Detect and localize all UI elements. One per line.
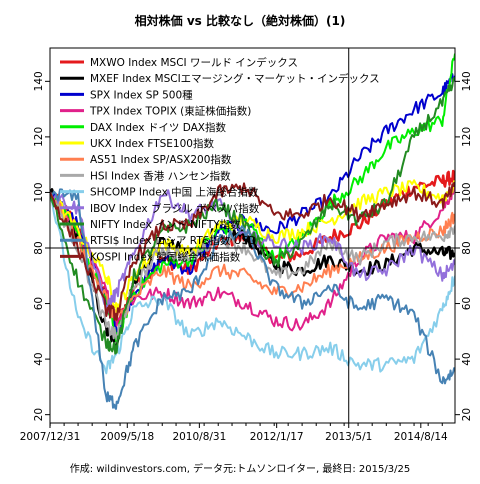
x-tick-label: 2013/5/1 <box>325 431 372 443</box>
legend-label: SHCOMP Index 中国 上海総合指数 <box>90 186 259 199</box>
legend-label: AS51 Index SP/ASX200指数 <box>90 153 232 166</box>
series-line <box>50 188 455 410</box>
plot-frame <box>49 47 456 424</box>
y-axis-left: 20 40 60 80 100 120 140 <box>33 71 50 421</box>
x-tick-label: 2010/8/31 <box>172 431 226 443</box>
legend: MXWO Index MSCI ワールド インデックス MXEF Index MS… <box>60 56 380 263</box>
legend-label: MXWO Index MSCI ワールド インデックス <box>90 56 298 69</box>
x-tick-label: 2014/8/14 <box>394 431 448 443</box>
chart-footer: 作成: wildinvestors.com, データ元:トムソンロイター, 最終… <box>70 462 410 475</box>
y-tick-label-left: 20 <box>33 408 45 421</box>
legend-label: DAX Index ドイツ DAX指数 <box>90 121 226 134</box>
y-tick-label-right: 140 <box>461 71 473 91</box>
y-tick-label-right: 100 <box>461 182 473 202</box>
y-tick-label-right: 80 <box>461 241 473 254</box>
y-tick-label-right: 20 <box>461 408 473 421</box>
legend-label: KOSPI Index 韓国総合株価指数 <box>90 250 241 263</box>
x-tick-label: 2009/5/18 <box>100 431 154 443</box>
legend-label: NIFTY Index インド NIFTY指数 <box>90 218 241 231</box>
y-tick-label-left: 60 <box>33 297 45 310</box>
legend-label: UKX Index FTSE100指数 <box>90 137 214 150</box>
y-tick-label-left: 80 <box>33 241 45 254</box>
legend-label: TPX Index TOPIX (東証株価指数) <box>89 105 251 118</box>
legend-label: RTSI$ Index ロシア RTS指数 USD <box>90 234 256 247</box>
y-tick-label-left: 120 <box>33 127 45 147</box>
legend-label: MXEF Index MSCIエマージング・マーケット・インデックス <box>90 72 380 85</box>
y-axis-right: 20 40 60 80 100 120 140 <box>455 71 473 421</box>
y-tick-label-right: 120 <box>461 127 473 147</box>
y-tick-label-left: 140 <box>33 71 45 91</box>
legend-label: HSI Index 香港 ハンセン指数 <box>90 169 231 182</box>
legend-label: IBOV Index ブラジル ボベスパ指数 <box>90 202 260 215</box>
series-line <box>50 76 455 355</box>
x-axis: 2007/12/31 2009/5/18 2010/8/31 2012/1/17 201… <box>20 423 448 443</box>
series-line <box>50 182 455 321</box>
y-tick-label-left: 40 <box>33 352 45 365</box>
y-tick-label-right: 40 <box>461 352 473 365</box>
x-tick-label: 2007/12/31 <box>20 431 81 443</box>
series-line <box>50 192 455 375</box>
y-tick-label-right: 60 <box>461 297 473 310</box>
series-line <box>50 192 455 341</box>
y-tick-label-left: 100 <box>33 182 45 202</box>
legend-label: SPX Index SP 500種 <box>90 88 193 101</box>
x-tick-label: 2012/1/17 <box>250 431 304 443</box>
chart-title: 相対株価 vs 比較なし（絶対株価）(1) <box>135 13 346 28</box>
